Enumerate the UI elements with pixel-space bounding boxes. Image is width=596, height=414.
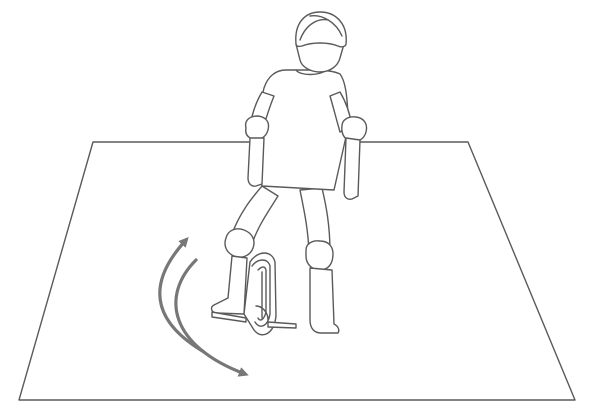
curved-arrow-up-icon bbox=[158, 237, 206, 354]
curved-arrow-down-icon bbox=[174, 258, 249, 377]
left-forearm bbox=[247, 137, 265, 187]
left-boot bbox=[210, 255, 248, 315]
right-knee-pad bbox=[305, 240, 334, 271]
pedal-bracket bbox=[255, 305, 269, 321]
left-pedal bbox=[211, 311, 247, 323]
left-elbow-pad bbox=[244, 115, 270, 141]
helmet-icon bbox=[295, 11, 347, 73]
right-pedal bbox=[267, 321, 297, 329]
right-forearm bbox=[343, 137, 361, 200]
right-boot bbox=[309, 267, 340, 334]
torso bbox=[255, 69, 349, 191]
unicycle-icon bbox=[243, 252, 277, 336]
motion-arrows bbox=[158, 237, 249, 377]
rider-figure bbox=[210, 11, 368, 336]
left-knee-pad bbox=[224, 228, 255, 258]
